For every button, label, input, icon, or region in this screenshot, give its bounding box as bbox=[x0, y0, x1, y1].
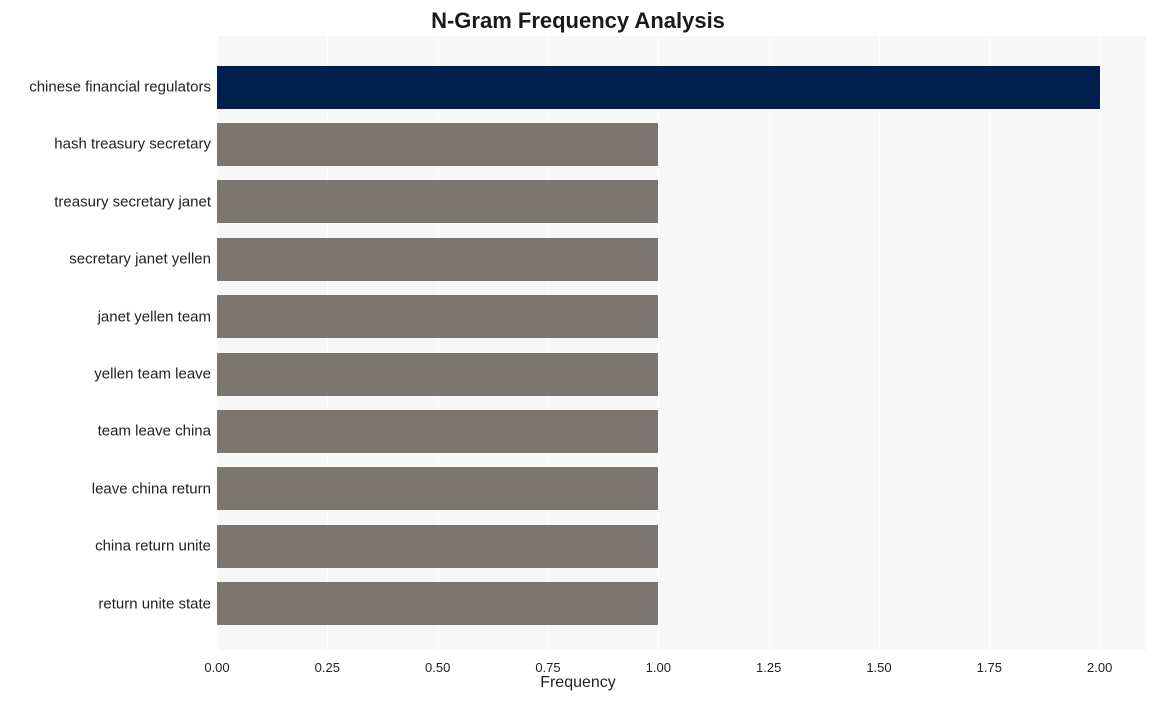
x-tick-label: 1.25 bbox=[756, 650, 781, 675]
bar-row bbox=[217, 66, 1146, 109]
y-tick-label: treasury secretary janet bbox=[54, 193, 217, 210]
chart-title: N-Gram Frequency Analysis bbox=[0, 8, 1156, 34]
x-axis-title: Frequency bbox=[0, 674, 1156, 692]
bar bbox=[217, 180, 658, 223]
x-tick-label: 0.25 bbox=[315, 650, 340, 675]
y-tick-label: china return unite bbox=[95, 538, 217, 555]
x-tick-label: 1.75 bbox=[977, 650, 1002, 675]
bar-row bbox=[217, 180, 1146, 223]
x-tick-label: 0.75 bbox=[535, 650, 560, 675]
bar bbox=[217, 238, 658, 281]
y-tick-label: hash treasury secretary bbox=[54, 136, 217, 153]
bar-row bbox=[217, 525, 1146, 568]
plot-area: 0.000.250.500.751.001.251.501.752.00chin… bbox=[217, 36, 1146, 650]
bar-row bbox=[217, 410, 1146, 453]
bar-row bbox=[217, 295, 1146, 338]
y-tick-label: return unite state bbox=[98, 595, 217, 612]
bar bbox=[217, 582, 658, 625]
bar-row bbox=[217, 467, 1146, 510]
bar bbox=[217, 353, 658, 396]
x-tick-label: 1.00 bbox=[646, 650, 671, 675]
bar bbox=[217, 123, 658, 166]
bar-row bbox=[217, 582, 1146, 625]
y-tick-label: secretary janet yellen bbox=[69, 251, 217, 268]
bar bbox=[217, 66, 1100, 109]
y-tick-label: janet yellen team bbox=[98, 308, 217, 325]
bar-row bbox=[217, 123, 1146, 166]
x-tick-label: 0.50 bbox=[425, 650, 450, 675]
x-tick-label: 0.00 bbox=[204, 650, 229, 675]
bar-row bbox=[217, 238, 1146, 281]
bar bbox=[217, 410, 658, 453]
y-tick-label: team leave china bbox=[98, 423, 217, 440]
bar bbox=[217, 525, 658, 568]
y-tick-label: yellen team leave bbox=[94, 366, 217, 383]
x-tick-label: 1.50 bbox=[866, 650, 891, 675]
ngram-frequency-chart: N-Gram Frequency Analysis 0.000.250.500.… bbox=[0, 0, 1156, 701]
bar bbox=[217, 467, 658, 510]
y-tick-label: chinese financial regulators bbox=[29, 79, 217, 96]
y-tick-label: leave china return bbox=[92, 480, 217, 497]
bar-row bbox=[217, 353, 1146, 396]
bar bbox=[217, 295, 658, 338]
x-tick-label: 2.00 bbox=[1087, 650, 1112, 675]
